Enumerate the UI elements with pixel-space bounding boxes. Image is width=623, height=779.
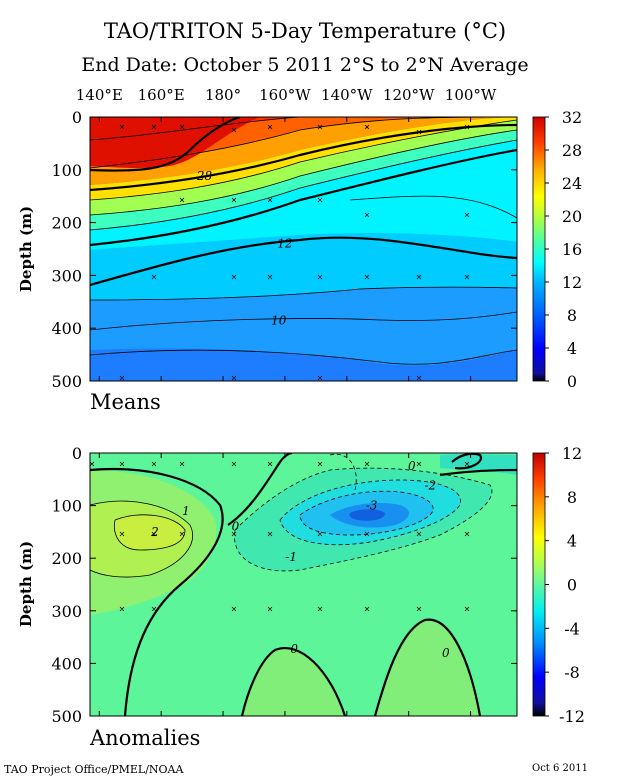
anomalies-y-tick-label: 100: [51, 497, 82, 516]
anomalies-y-tick-label: 200: [51, 549, 82, 568]
anomalies-field: 2 1 0 -1 -3 -2 0 0 0: [90, 453, 517, 716]
chart-title: TAO/TRITON 5-Day Temperature (°C): [104, 19, 506, 43]
means-colorbar-tick-label: 12: [562, 273, 582, 292]
means-x-tick-label: 160°E: [138, 86, 185, 104]
means-colorbar-tick-label: 20: [562, 207, 582, 226]
anomalies-contour-labels: 2 1 0 -1 -3 -2 0 0 0: [150, 459, 450, 660]
anomalies-colorbar: [532, 452, 546, 717]
means-colorbar: [532, 116, 546, 382]
footer-date: Oct 6 2011: [532, 763, 588, 774]
means-y-tick-label: 500: [51, 372, 82, 391]
means-contour-label: 10: [271, 313, 287, 327]
anomalies-x-ticks: [98, 453, 472, 716]
means-colorbar-tick-label: 32: [562, 108, 582, 127]
means-colorbar-ticks: 0 4 8 12 16 20 24 28 32: [545, 108, 582, 391]
means-x-tick-label: 160°W: [259, 86, 311, 104]
means-panel-label: Means: [90, 390, 161, 414]
anomalies-colorbar-tick-label: 8: [567, 488, 577, 507]
means-y-label: Depth (m): [17, 206, 35, 292]
footer-credit: TAO Project Office/PMEL/NOAA: [4, 763, 184, 776]
means-colorbar-tick-label: 16: [562, 240, 582, 259]
means-y-ticks: 0 100 200 300 400 500: [51, 108, 517, 391]
means-x-ticks: 140°E 160°E 180° 160°W 140°W 120°W 100°W: [76, 86, 497, 381]
means-y-tick-label: 100: [51, 161, 82, 180]
means-colorbar-tick-label: 28: [562, 141, 582, 160]
anomalies-colorbar-tick-label: -8: [564, 663, 580, 682]
means-colorbar-tick-label: 0: [567, 372, 577, 391]
means-x-tick-label: 180°: [205, 86, 241, 104]
means-field: 28 12 10: [90, 117, 517, 381]
chart-subtitle: End Date: October 5 2011 2°S to 2°N Aver…: [81, 54, 528, 76]
anomalies-y-tick-label: 0: [72, 444, 82, 463]
means-y-tick-label: 400: [51, 319, 82, 338]
anomalies-y-tick-label: 500: [51, 707, 82, 726]
anomalies-y-label: Depth (m): [17, 541, 35, 627]
anomalies-colorbar-ticks: -12 -8 -4 0 4 8 12: [545, 444, 585, 726]
means-colorbar-tick-label: 24: [562, 174, 582, 193]
anomalies-contour-label: -1: [285, 550, 297, 564]
means-y-tick-label: 200: [51, 214, 82, 233]
means-y-tick-label: 300: [51, 266, 82, 285]
means-x-tick-label: 140°E: [76, 86, 123, 104]
anomalies-contour-label: 1: [182, 504, 190, 518]
anomalies-colorbar-tick-label: 0: [567, 576, 577, 595]
means-y-tick-label: 0: [72, 108, 82, 127]
anomalies-contour-label: 0: [442, 646, 450, 660]
means-x-tick-label: 120°W: [383, 86, 435, 104]
means-panel: 28 12 10 140°E 160°E 180° 160°W 140°W 120°W 100°…: [17, 86, 582, 414]
anomalies-contour-label: 0: [232, 520, 240, 534]
means-colorbar-tick-label: 8: [567, 306, 577, 325]
means-contour-labels: 28 12 10: [196, 169, 293, 327]
anomalies-y-tick-label: 400: [51, 654, 82, 673]
anomalies-colorbar-tick-label: 12: [562, 444, 582, 463]
means-colorbar-tick-label: 4: [567, 339, 577, 358]
anomalies-contour-label: 0: [290, 642, 298, 656]
anomalies-contour-label: 0: [408, 459, 416, 473]
anomalies-contour-label: -2: [425, 479, 437, 493]
means-contour-label: 28: [196, 169, 213, 183]
anomalies-colorbar-tick-label: -12: [559, 707, 585, 726]
anomalies-y-tick-label: 300: [51, 602, 82, 621]
means-x-tick-label: 100°W: [445, 86, 497, 104]
anomalies-contour-label: 2: [150, 525, 159, 539]
means-contour-label: 12: [277, 237, 292, 251]
anomalies-panel-label: Anomalies: [89, 726, 200, 750]
means-x-tick-label: 140°W: [321, 86, 373, 104]
anomalies-colorbar-tick-label: 4: [567, 532, 577, 551]
anomalies-contour-label: -3: [366, 499, 378, 513]
anomalies-colorbar-tick-label: -4: [564, 619, 580, 638]
